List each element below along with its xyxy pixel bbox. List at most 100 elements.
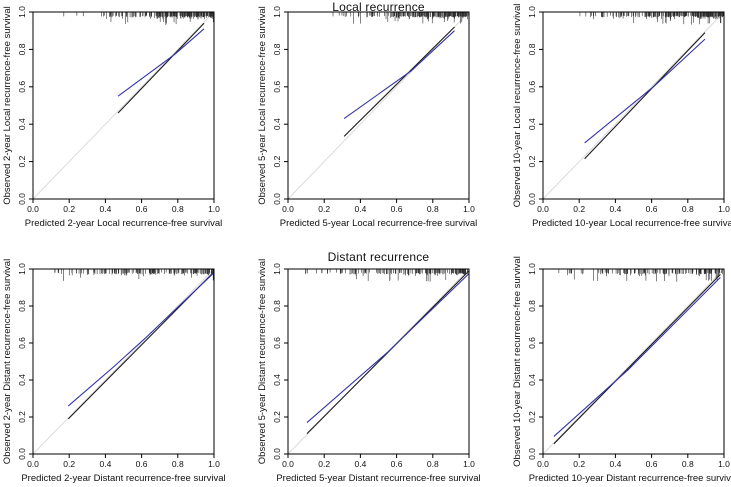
bias-corrected-line <box>553 274 721 445</box>
calibration-panel-4: 0.0 0.2 0.4 0.6 0.8 1.0 0.0 0.2 0.4 0.6 0.8 1.0 Pred… <box>257 259 481 484</box>
y-tick-label: 0.2 <box>17 411 27 423</box>
y-tick-label: 0.0 <box>272 193 282 205</box>
x-tick-label: 1.0 <box>208 204 220 214</box>
x-tick-label: 1.0 <box>463 459 475 469</box>
ideal-line <box>542 11 725 200</box>
x-tick-label: 0.6 <box>646 459 658 469</box>
y-tick-label: 0.4 <box>272 118 282 130</box>
y-tick-label: 0.8 <box>272 300 282 312</box>
x-tick-label: 0.2 <box>573 459 585 469</box>
x-tick-label: 0.6 <box>136 459 148 469</box>
calibration-panel-2: 0.0 0.2 0.4 0.6 0.8 1.0 0.0 0.2 0.4 0.6 0.8 1.0 Pred… <box>512 4 731 229</box>
y-tick-label: 0.4 <box>527 374 537 386</box>
x-tick-label: 1.0 <box>208 459 220 469</box>
x-tick-label: 1.0 <box>718 204 730 214</box>
x-tick-label: 0.6 <box>646 204 658 214</box>
bias-corrected-line <box>117 22 205 114</box>
y-tick-label: 0.4 <box>17 118 27 130</box>
y-tick-label: 0.0 <box>17 448 27 460</box>
y-tick-label: 0.0 <box>272 448 282 460</box>
x-tick-label: 0.2 <box>318 204 330 214</box>
y-tick-label: 0.0 <box>17 193 27 205</box>
x-axis-title: Predicted 2-year Distant recurrence-free… <box>21 473 225 484</box>
x-tick-label: 0.6 <box>391 459 403 469</box>
x-axis-title: Predicted 5-year Local recurrence-free s… <box>280 218 477 229</box>
x-tick-label: 0.8 <box>172 459 184 469</box>
y-tick-label: 1.0 <box>527 263 537 275</box>
y-tick-label: 0.8 <box>527 43 537 55</box>
x-tick-label: 0.4 <box>609 459 621 469</box>
y-tick-label: 0.2 <box>527 411 537 423</box>
y-tick-label: 1.0 <box>272 6 282 18</box>
y-tick-label: 0.4 <box>527 118 537 130</box>
bias-corrected-line <box>343 26 455 137</box>
row-title-local-recurrence: Local recurrence <box>332 0 425 14</box>
x-tick-label: 0.8 <box>172 204 184 214</box>
x-tick-label: 0.8 <box>427 204 439 214</box>
calibration-curve <box>584 38 706 144</box>
y-axis-title: Observed 5-year Local recurrence-free su… <box>257 6 268 205</box>
plot-box <box>287 268 470 455</box>
x-tick-label: 0.6 <box>136 204 148 214</box>
x-tick-label: 0.2 <box>63 459 75 469</box>
x-tick-label: 0.2 <box>573 204 585 214</box>
x-tick-label: 0.4 <box>99 459 111 469</box>
calibration-curve <box>343 30 455 120</box>
y-tick-label: 0.8 <box>527 300 537 312</box>
y-tick-label: 0.8 <box>17 300 27 312</box>
y-tick-label: 0.8 <box>17 43 27 55</box>
calibration-curve <box>553 276 721 437</box>
y-tick-label: 1.0 <box>17 263 27 275</box>
y-tick-label: 0.2 <box>17 155 27 167</box>
y-tick-label: 0.4 <box>17 374 27 386</box>
x-tick-label: 0.4 <box>609 204 621 214</box>
y-axis-title: Observed 2-year Distant recurrence-free … <box>2 259 13 464</box>
rug-marks <box>579 12 725 25</box>
calibration-curve <box>306 273 470 423</box>
y-axis-title: Observed 10-year Distant recurrence-free… <box>512 256 523 467</box>
y-axis-title: Observed 10-year Local recurrence-free s… <box>512 4 523 208</box>
x-tick-label: 0.0 <box>282 204 294 214</box>
row-title-distant-recurrence: Distant recurrence <box>327 250 430 264</box>
ideal-line <box>542 268 725 455</box>
plot-box <box>542 11 725 200</box>
calibration-panel-5: 0.0 0.2 0.4 0.6 0.8 1.0 0.0 0.2 0.4 0.6 0.8 1.0 Pred… <box>512 256 731 484</box>
y-tick-label: 1.0 <box>272 263 282 275</box>
x-tick-label: 0.6 <box>391 204 403 214</box>
rug-marks <box>558 269 723 282</box>
calibration-panel-1: 0.0 0.2 0.4 0.6 0.8 1.0 0.0 0.2 0.4 0.6 0.8 1.0 Pred… <box>257 6 477 229</box>
y-tick-label: 1.0 <box>17 6 27 18</box>
y-tick-label: 0.6 <box>527 337 537 349</box>
x-axis-title: Predicted 2-year Local recurrence-free s… <box>25 218 222 229</box>
plot-box <box>542 268 725 455</box>
y-tick-label: 0.2 <box>272 411 282 423</box>
x-tick-label: 0.2 <box>318 459 330 469</box>
y-tick-label: 0.6 <box>272 337 282 349</box>
y-tick-label: 0.6 <box>272 81 282 93</box>
x-axis-title: Predicted 10-year Distant recurrence-fre… <box>529 473 731 484</box>
y-axis-title: Observed 5-year Distant recurrence-free … <box>257 259 268 464</box>
x-tick-label: 1.0 <box>718 459 730 469</box>
plot-box <box>32 268 215 455</box>
x-tick-label: 0.0 <box>537 204 549 214</box>
y-tick-label: 0.0 <box>527 193 537 205</box>
rug-marks <box>63 12 214 25</box>
y-tick-label: 0.0 <box>527 448 537 460</box>
x-tick-label: 0.0 <box>282 459 294 469</box>
plot-box <box>287 11 470 200</box>
x-tick-label: 0.0 <box>537 459 549 469</box>
y-tick-label: 1.0 <box>527 6 537 18</box>
rug-marks <box>54 269 214 281</box>
calibration-curve <box>67 272 215 407</box>
x-tick-label: 0.0 <box>27 459 39 469</box>
y-tick-label: 0.2 <box>272 155 282 167</box>
x-tick-label: 0.4 <box>99 204 111 214</box>
x-axis-title: Predicted 5-year Distant recurrence-free… <box>276 473 480 484</box>
x-tick-label: 0.8 <box>682 459 694 469</box>
x-tick-label: 0.2 <box>63 204 75 214</box>
rug-marks <box>305 269 468 282</box>
y-tick-label: 0.8 <box>272 43 282 55</box>
bias-corrected-line <box>584 32 706 160</box>
